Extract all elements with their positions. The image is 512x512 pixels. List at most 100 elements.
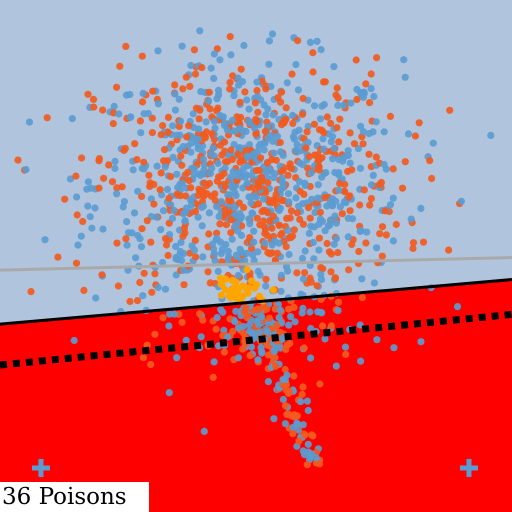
- data-point-class-a: [181, 217, 189, 225]
- data-point-class-b: [221, 183, 229, 191]
- data-point-class-b: [254, 108, 262, 116]
- data-point-class-a: [240, 41, 248, 50]
- data-point-class-a: [306, 38, 314, 47]
- data-point-class-a: [254, 267, 262, 275]
- data-point-class-a: [310, 223, 318, 231]
- poison-point: [227, 294, 235, 302]
- data-point-class-a: [236, 124, 244, 132]
- data-point-class-a: [269, 111, 277, 119]
- data-point-class-a: [336, 203, 344, 211]
- data-point-class-a: [128, 229, 136, 237]
- data-point-class-a: [283, 79, 291, 87]
- data-point-class-b: [300, 344, 308, 352]
- data-point-class-b: [381, 207, 389, 215]
- data-point-class-a: [199, 155, 207, 163]
- data-point-class-b: [151, 270, 159, 278]
- data-point-class-a: [199, 253, 207, 261]
- data-point-class-a: [292, 194, 300, 202]
- data-point-class-b: [285, 388, 293, 396]
- data-point-class-a: [238, 78, 247, 86]
- poison-point: [250, 284, 259, 292]
- data-point-class-b: [401, 158, 409, 166]
- poison-point: [269, 286, 277, 294]
- data-point-class-b: [342, 350, 350, 358]
- data-point-class-a: [363, 228, 371, 236]
- data-point-class-a: [279, 376, 287, 384]
- data-point-class-a: [154, 100, 162, 108]
- data-point-class-b: [323, 113, 331, 121]
- data-point-class-b: [100, 174, 108, 182]
- data-point-class-a: [354, 145, 362, 153]
- data-point-class-a: [139, 292, 147, 300]
- data-point-class-a: [298, 254, 307, 262]
- data-point-class-b: [373, 54, 381, 62]
- data-point-class-b: [143, 217, 151, 225]
- data-point-class-a: [154, 47, 162, 55]
- data-point-class-b: [253, 86, 261, 95]
- data-point-class-b: [131, 140, 139, 148]
- data-point-class-a: [189, 110, 197, 118]
- data-point-class-a: [270, 149, 278, 157]
- data-point-class-b: [178, 318, 186, 326]
- data-point-class-a: [348, 215, 357, 223]
- data-point-class-a: [257, 343, 265, 352]
- data-point-class-a: [208, 164, 216, 172]
- data-point-class-b: [182, 73, 190, 81]
- data-point-class-b: [257, 154, 265, 162]
- data-point-class-a: [284, 227, 292, 235]
- data-point-class-a: [330, 144, 338, 152]
- data-point-class-b: [299, 94, 307, 103]
- data-point-class-a: [299, 200, 307, 208]
- data-point-class-a: [249, 151, 257, 159]
- data-point-class-a: [209, 144, 217, 152]
- data-point-class-a: [256, 328, 264, 336]
- data-point-class-a: [215, 212, 223, 221]
- data-point-class-a: [154, 283, 162, 292]
- data-point-class-a: [239, 184, 247, 192]
- data-point-class-a: [88, 224, 96, 232]
- data-point-class-a: [321, 335, 329, 343]
- data-point-class-a: [205, 209, 213, 217]
- data-point-class-b: [192, 253, 200, 261]
- data-point-class-b: [286, 214, 294, 222]
- data-point-class-b: [226, 33, 234, 41]
- data-point-class-a: [245, 105, 253, 113]
- data-point-class-b: [293, 209, 301, 217]
- data-point-class-a: [210, 117, 218, 125]
- data-point-class-b: [204, 268, 212, 276]
- data-point-class-a: [99, 225, 107, 233]
- data-point-class-b: [95, 157, 103, 165]
- data-point-class-a: [250, 227, 258, 235]
- poison-point: [221, 286, 229, 294]
- data-point-class-a: [367, 181, 376, 189]
- data-point-class-b: [242, 304, 250, 312]
- data-point-class-b: [284, 171, 292, 179]
- data-point-class-a: [130, 209, 139, 217]
- poison-point: [243, 265, 251, 274]
- data-point-class-a: [25, 118, 34, 126]
- data-point-class-a: [245, 141, 254, 149]
- data-point-class-b: [296, 187, 304, 195]
- data-point-class-a: [165, 389, 173, 397]
- data-point-class-b: [192, 104, 201, 112]
- data-point-class-a: [401, 73, 409, 81]
- data-point-class-b: [303, 128, 311, 136]
- data-point-class-a: [216, 238, 225, 246]
- data-point-class-a: [138, 164, 146, 172]
- data-point-class-a: [304, 440, 312, 448]
- data-point-class-b: [287, 207, 295, 215]
- data-point-class-b: [162, 241, 171, 249]
- data-point-class-a: [224, 247, 232, 255]
- data-point-class-a: [341, 343, 350, 351]
- data-point-class-a: [284, 267, 292, 275]
- data-point-class-b: [236, 158, 244, 166]
- data-point-class-a: [307, 324, 315, 333]
- data-point-class-a: [230, 92, 238, 100]
- data-point-class-b: [90, 103, 98, 111]
- data-point-class-a: [245, 193, 253, 201]
- data-point-class-b: [212, 325, 220, 333]
- data-point-class-a: [213, 314, 221, 322]
- data-point-class-b: [147, 238, 155, 246]
- data-point-class-a: [177, 238, 185, 246]
- data-point-class-b: [272, 362, 280, 370]
